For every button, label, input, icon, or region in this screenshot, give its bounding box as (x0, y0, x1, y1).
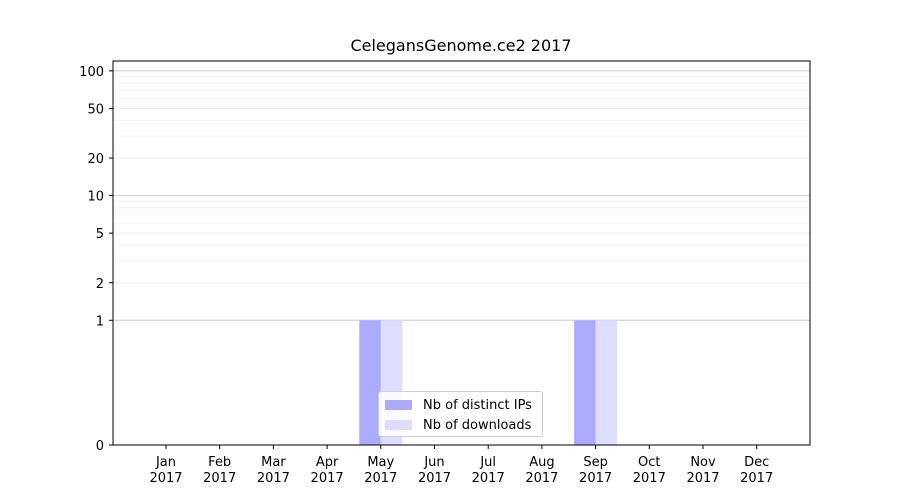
x-tick-label: Jul 2017 (472, 455, 505, 486)
x-tick-year: 2017 (149, 471, 182, 486)
x-tick-label: Nov 2017 (686, 455, 719, 486)
x-tick-year: 2017 (203, 471, 236, 486)
x-tick-month: Oct (638, 455, 660, 470)
chart-title: CelegansGenome.ce2 2017 (350, 36, 571, 55)
x-tick-year: 2017 (364, 471, 397, 486)
y-tick-label: 50 (87, 102, 104, 117)
y-axis: 0 1 2 5 10 20 50 100 (79, 65, 113, 454)
x-tick-year: 2017 (311, 471, 344, 486)
x-tick-year: 2017 (257, 471, 290, 486)
x-tick-label: Dec 2017 (740, 455, 773, 486)
x-tick-label: Sep 2017 (579, 455, 612, 486)
legend-label-distinct-ips: Nb of distinct IPs (423, 397, 532, 413)
bar-distinct-ips (359, 320, 381, 445)
legend-label-downloads: Nb of downloads (423, 417, 532, 433)
x-tick-month: May (367, 455, 394, 470)
x-tick-label: Oct 2017 (633, 455, 666, 486)
y-tick-label: 1 (96, 314, 104, 329)
x-tick-month: Apr (316, 455, 339, 470)
legend-swatch-downloads (385, 420, 412, 430)
x-tick-month: Mar (261, 455, 286, 470)
x-tick-month: Jul (479, 455, 496, 470)
plot-frame (112, 60, 811, 446)
x-tick-label: Jan 2017 (149, 455, 182, 486)
x-tick-month: Dec (744, 455, 769, 470)
x-tick-label: Apr 2017 (311, 455, 344, 486)
grid-layer (113, 70, 810, 321)
x-tick-month: Nov (690, 455, 716, 470)
x-tick-month: Aug (529, 455, 554, 470)
y-tick-label: 10 (87, 190, 104, 205)
bar-distinct-ips (574, 320, 596, 445)
x-tick-month: Feb (208, 455, 231, 470)
x-tick-year: 2017 (472, 471, 505, 486)
x-tick-label: Mar 2017 (257, 455, 290, 486)
x-tick-year: 2017 (633, 471, 666, 486)
y-tick-label: 2 (96, 277, 104, 292)
x-tick-year: 2017 (418, 471, 451, 486)
legend-swatch-distinct-ips (385, 400, 412, 410)
legend-item-downloads: Nb of downloads (385, 416, 531, 434)
bar-downloads (595, 320, 618, 445)
x-tick-year: 2017 (740, 471, 773, 486)
x-tick-year: 2017 (686, 471, 719, 486)
y-tick-label: 100 (79, 65, 104, 80)
x-tick-label: Feb 2017 (203, 455, 236, 486)
x-tick-year: 2017 (525, 471, 558, 486)
y-tick-label: 5 (96, 227, 104, 242)
x-tick-year: 2017 (579, 471, 612, 486)
x-tick-label: Aug 2017 (525, 455, 558, 486)
legend-item-distinct-ips: Nb of distinct IPs (385, 396, 532, 414)
legend: Nb of distinct IPs Nb of downloads (378, 391, 543, 437)
y-tick-label: 0 (96, 439, 104, 454)
bars-layer (359, 320, 618, 445)
x-tick-label: Jun 2017 (418, 455, 451, 486)
x-tick-month: Sep (583, 455, 608, 470)
y-tick-label: 20 (87, 152, 104, 167)
x-tick-month: Jun (423, 455, 444, 470)
x-tick-month: Jan (155, 455, 176, 470)
x-tick-label: May 2017 (364, 455, 397, 486)
